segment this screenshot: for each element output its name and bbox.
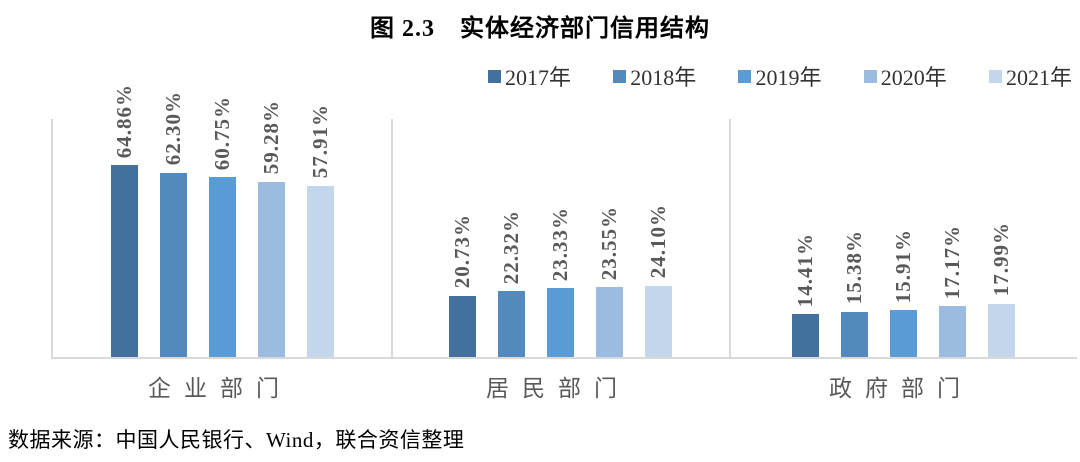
value-label: 15.91% bbox=[890, 228, 915, 303]
bar-cell: 62.30% bbox=[159, 91, 187, 357]
bar-2019年-政府部门 bbox=[889, 309, 917, 357]
bar-cell: 15.38% bbox=[840, 230, 868, 357]
bar-cell: 59.28% bbox=[257, 100, 285, 357]
bar-2018年-居民部门 bbox=[497, 290, 525, 357]
legend-label: 2018年 bbox=[630, 65, 697, 90]
chart-title: 图 2.3 实体经济部门信用结构 bbox=[370, 16, 710, 42]
legend-swatch-icon bbox=[988, 69, 1002, 83]
category-label-企业部门: 企业部门 bbox=[148, 376, 292, 401]
bar-2017年-政府部门 bbox=[791, 314, 819, 357]
bar-cell: 20.73% bbox=[448, 214, 476, 357]
legend-swatch-icon bbox=[488, 69, 501, 83]
legend-item-2020年: 2020年 bbox=[863, 60, 947, 92]
legend-item-2019年: 2019年 bbox=[738, 60, 821, 92]
category-axis: 企业部门 居民部门 政府部门 bbox=[51, 369, 1075, 403]
bar-cell: 14.41% bbox=[791, 233, 819, 357]
legend: 2017年 2018年 2019年 2020年 2021年 bbox=[488, 60, 1072, 92]
value-label: 64.86% bbox=[111, 83, 136, 158]
bar-2020年-居民部门 bbox=[595, 287, 623, 357]
bar-cell: 17.99% bbox=[987, 222, 1015, 357]
legend-swatch-icon bbox=[863, 69, 877, 83]
bar-2017年-企业部门 bbox=[110, 165, 138, 357]
bar-cell: 15.91% bbox=[889, 228, 917, 357]
bar-cell: 60.75% bbox=[208, 95, 236, 357]
value-label: 24.10% bbox=[645, 204, 670, 279]
legend-label: 2020年 bbox=[880, 65, 947, 90]
bar-2021年-政府部门 bbox=[987, 303, 1015, 357]
panel-divider bbox=[729, 119, 731, 357]
legend-item-2017年: 2017年 bbox=[488, 60, 571, 92]
bar-2019年-企业部门 bbox=[208, 177, 236, 357]
value-label: 14.41% bbox=[792, 233, 817, 308]
bar-cell: 22.32% bbox=[497, 209, 525, 357]
bar-2020年-企业部门 bbox=[257, 181, 285, 357]
bar-cell: 23.55% bbox=[595, 206, 623, 357]
legend-swatch-icon bbox=[738, 69, 752, 83]
value-label: 62.30% bbox=[160, 91, 185, 166]
bar-cell: 17.17% bbox=[938, 224, 966, 357]
category-label-居民部门: 居民部门 bbox=[486, 376, 630, 401]
bar-cell: 57.91% bbox=[306, 104, 334, 357]
value-label: 23.33% bbox=[547, 206, 572, 281]
value-label: 15.38% bbox=[841, 230, 866, 305]
value-label: 17.17% bbox=[939, 224, 964, 300]
bar-2021年-企业部门 bbox=[306, 185, 334, 357]
plot-area: 64.86% 62.30% 60.75% 59.28% 57.91% 20.73% 22.3… bbox=[51, 84, 1077, 359]
value-label: 22.32% bbox=[498, 209, 523, 284]
bar-2018年-政府部门 bbox=[840, 311, 868, 357]
bar-2020年-政府部门 bbox=[938, 306, 966, 357]
bar-cell: 24.10% bbox=[644, 204, 672, 357]
legend-label: 2017年 bbox=[505, 65, 572, 90]
bar-group-企业部门: 64.86% 62.30% 60.75% 59.28% 57.91% bbox=[53, 84, 391, 357]
bar-group-政府部门: 14.41% 15.38% 15.91% 17.17% 17.99% bbox=[729, 119, 1077, 357]
value-label: 59.28% bbox=[258, 100, 283, 175]
value-label: 17.99% bbox=[988, 222, 1013, 297]
category-label-政府部门: 政府部门 bbox=[829, 376, 973, 401]
legend-label: 2019年 bbox=[755, 65, 822, 90]
legend-label: 2021年 bbox=[1005, 65, 1072, 90]
legend-item-2018年: 2018年 bbox=[613, 60, 696, 92]
bar-2019年-居民部门 bbox=[546, 287, 574, 357]
value-label: 57.91% bbox=[307, 104, 332, 179]
source-note: 数据来源：中国人民银行、Wind，联合资信整理 bbox=[8, 428, 465, 452]
value-label: 23.55% bbox=[596, 206, 621, 281]
bar-2017年-居民部门 bbox=[448, 295, 476, 357]
bar-2018年-企业部门 bbox=[159, 172, 187, 357]
bar-cell: 64.86% bbox=[110, 83, 138, 357]
value-label: 20.73% bbox=[449, 214, 474, 289]
legend-item-2021年: 2021年 bbox=[988, 60, 1072, 92]
bar-cell: 23.33% bbox=[546, 206, 574, 357]
legend-swatch-icon bbox=[613, 69, 627, 83]
panel-divider bbox=[391, 119, 393, 357]
bar-2021年-居民部门 bbox=[644, 285, 672, 357]
value-label: 60.75% bbox=[209, 95, 234, 171]
bar-group-居民部门: 20.73% 22.32% 23.33% 23.55% 24.10% bbox=[391, 119, 729, 357]
